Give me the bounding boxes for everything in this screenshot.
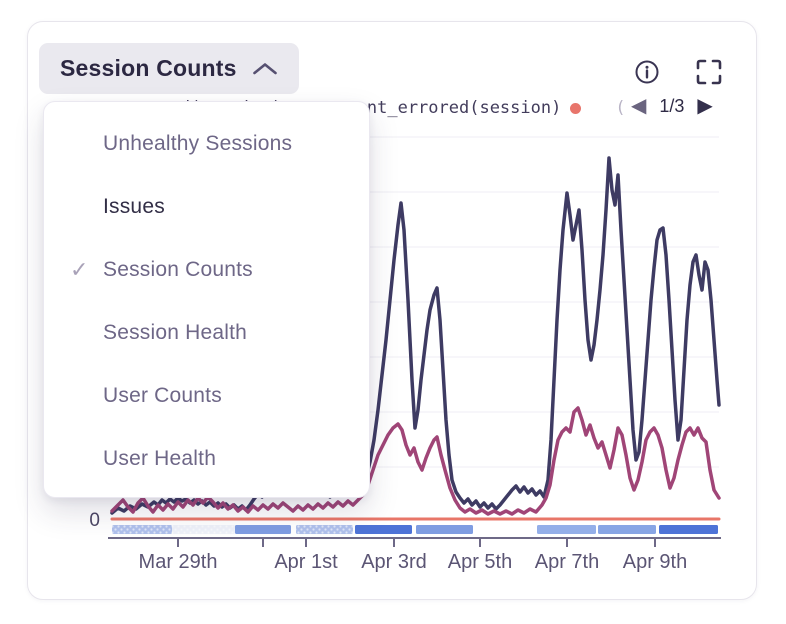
availability-segment bbox=[537, 525, 596, 534]
legend-prev-icon[interactable]: ◀ bbox=[631, 95, 647, 117]
dropdown-item-label: User Counts bbox=[103, 383, 222, 407]
availability-segment bbox=[416, 525, 473, 534]
legend-item-item[interactable]: ( bbox=[615, 98, 625, 118]
series-lines bbox=[110, 156, 721, 521]
x-axis-label: Apr 7th bbox=[535, 551, 599, 573]
dropdown-item-session-counts[interactable]: ✓ Session Counts bbox=[44, 238, 369, 301]
series-line-mauve bbox=[110, 406, 721, 516]
legend-page-indicator: 1/3 bbox=[659, 95, 685, 116]
dropdown-item-user-health[interactable]: User Health bbox=[44, 427, 369, 490]
availability-segment bbox=[235, 525, 291, 534]
dropdown-item-label: Session Health bbox=[103, 320, 248, 344]
x-axis-label: Apr 9th bbox=[623, 551, 687, 573]
x-axis-label: Mar 29th bbox=[139, 551, 218, 573]
check-icon: ✓ bbox=[70, 256, 89, 282]
dropdown-item-session-health[interactable]: Session Health bbox=[44, 301, 369, 364]
x-axis-label: Apr 5th bbox=[448, 551, 512, 573]
legend-next-icon[interactable]: ▶ bbox=[697, 95, 713, 117]
availability-segment bbox=[172, 525, 235, 534]
dropdown-item-label: Issues bbox=[103, 194, 165, 218]
x-axis-label: Apr 1st bbox=[274, 551, 338, 573]
dropdown-item-user-counts[interactable]: User Counts bbox=[44, 364, 369, 427]
page-title: Session Counts bbox=[60, 55, 237, 81]
fullscreen-icon[interactable] bbox=[695, 58, 723, 86]
legend-series-dot bbox=[570, 102, 582, 114]
session-counts-widget: Mar 29th Apr 1st Apr 3rd Apr 5th Apr 7th Apr … bbox=[27, 21, 757, 600]
legend-item-count-errored-session[interactable]: count_errored(session) bbox=[336, 98, 582, 118]
dropdown-item-label: Unhealthy Sessions bbox=[103, 131, 293, 155]
x-axis: Mar 29th Apr 1st Apr 3rd Apr 5th Apr 7th Apr … bbox=[89, 510, 721, 573]
chart-type-menu-button[interactable]: Session Counts bbox=[39, 43, 299, 94]
y-axis-zero-label: 0 bbox=[89, 510, 100, 531]
x-axis-label: Apr 3rd bbox=[361, 551, 427, 573]
dropdown-item-label: Session Counts bbox=[103, 257, 253, 281]
legend-item-label: ( bbox=[615, 98, 626, 118]
availability-segment bbox=[598, 525, 656, 534]
dropdown-item-unhealthy-sessions[interactable]: Unhealthy Sessions bbox=[44, 112, 369, 175]
dropdown-item-issues[interactable]: Issues bbox=[44, 175, 369, 238]
availability-segment bbox=[659, 525, 718, 534]
availability-segment bbox=[296, 525, 353, 534]
chevron-up-icon bbox=[252, 63, 277, 75]
dropdown-item-label: User Health bbox=[103, 446, 217, 470]
availability-band bbox=[112, 525, 718, 534]
info-icon[interactable] bbox=[634, 59, 660, 85]
legend-item-label: count_errored(session) bbox=[336, 98, 562, 118]
availability-segment bbox=[355, 525, 412, 534]
chart-type-dropdown: Unhealthy Sessions Issues ✓ Session Counts S… bbox=[43, 101, 370, 498]
availability-segment bbox=[112, 525, 172, 534]
legend-pager: ◀ 1/3 ▶ bbox=[629, 93, 715, 119]
